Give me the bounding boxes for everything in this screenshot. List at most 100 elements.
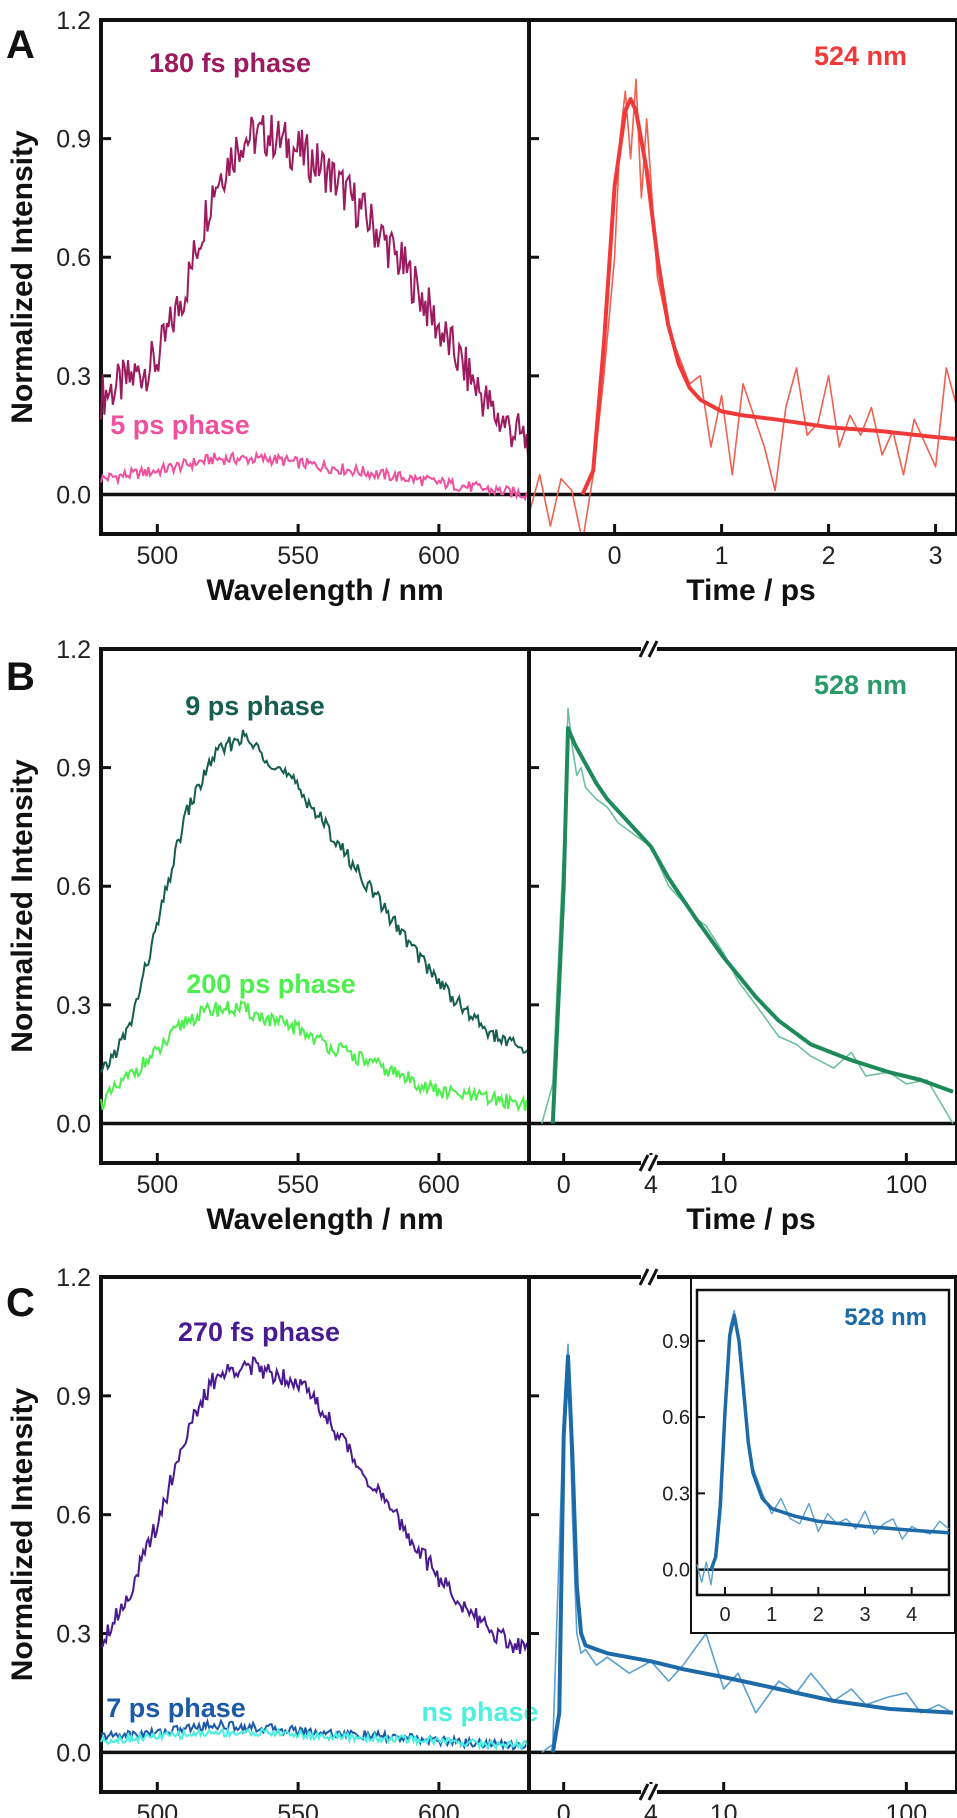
y-tick-label: 0.0 (56, 1739, 91, 1767)
y-axis-label: Normalized Intensity (6, 1387, 39, 1681)
panel-B-spectrum (99, 647, 531, 1165)
panel-C-kinetics (527, 1268, 957, 1801)
wavelength-label: 524 nm (814, 41, 907, 71)
series-line (100, 999, 530, 1113)
x-tick-label: 550 (277, 1800, 319, 1818)
inset-fit-curve (709, 1313, 950, 1571)
series-label: 200 ps phase (186, 969, 356, 999)
x-tick-label: 550 (277, 1171, 319, 1199)
axis-break-mark (647, 1154, 659, 1172)
panel-C-spectrum (99, 1275, 531, 1794)
y-tick-label: 1.2 (56, 7, 91, 35)
x-tick-label: 0 (557, 1171, 571, 1199)
inset-x-tick-label: 0 (719, 1604, 730, 1626)
x-tick-label: 500 (136, 1800, 178, 1818)
y-tick-label: 0.3 (56, 992, 91, 1020)
y-tick-label: 0.9 (56, 755, 91, 783)
x-axis-label: Time / ps (686, 1203, 816, 1236)
x-tick-label: 600 (418, 1171, 460, 1199)
series-line (100, 1717, 530, 1752)
x-tick-label: 500 (136, 1171, 178, 1199)
panel-A-spectrum (99, 18, 531, 536)
plot-frame (99, 647, 531, 1165)
x-tick-label: 500 (136, 542, 178, 570)
panel-letter: B (6, 655, 35, 699)
series-label: ns phase (421, 1697, 538, 1727)
y-tick-label: 0.6 (56, 873, 91, 901)
inset-x-tick-label: 4 (906, 1604, 917, 1626)
y-tick-label: 0.6 (56, 1502, 91, 1530)
series-line (100, 1356, 529, 1655)
axis-break-mark (638, 640, 650, 658)
inset-y-tick-label: 0.9 (662, 1331, 690, 1353)
plot-frame (527, 647, 957, 1165)
inset-x-tick-label: 2 (813, 1604, 824, 1626)
inset-x-tick-label: 3 (859, 1604, 870, 1626)
x-tick-label: 600 (418, 1800, 460, 1818)
x-tick-label: 2 (822, 542, 836, 570)
inset-y-tick-label: 0.0 (662, 1560, 690, 1582)
x-tick-label: 0 (557, 1800, 571, 1818)
plot-frame (99, 18, 531, 536)
axis-break-mark (638, 1783, 650, 1801)
panel-letter: A (6, 23, 35, 67)
x-tick-label: 4 (644, 1171, 658, 1199)
series-label: 9 ps phase (185, 691, 325, 721)
y-tick-label: 0.0 (56, 1110, 91, 1138)
y-tick-label: 0.3 (56, 1621, 91, 1649)
y-tick-label: 0.0 (56, 481, 91, 509)
series-line (100, 729, 529, 1073)
x-axis-label: Time / ps (686, 574, 816, 607)
series-line (100, 1725, 529, 1751)
panel-letter: C (6, 1281, 35, 1325)
inset-frame (695, 1288, 951, 1597)
y-tick-label: 0.9 (56, 1383, 91, 1411)
data-trace (541, 707, 954, 1124)
x-axis-label: Wavelength / nm (206, 1203, 443, 1236)
series-line (100, 115, 530, 465)
axis-break-mark (647, 1268, 659, 1286)
y-axis-label: Normalized Intensity (6, 759, 39, 1053)
x-tick-label: 100 (886, 1171, 928, 1199)
x-tick-label: 100 (886, 1800, 928, 1818)
y-axis-label: Normalized Intensity (6, 130, 39, 424)
axis-break-mark (647, 1783, 659, 1801)
fit-curve (580, 97, 955, 496)
x-tick-label: 1 (715, 542, 729, 570)
panel-B-kinetics (527, 640, 957, 1172)
inset-y-tick-label: 0.3 (662, 1483, 690, 1505)
series-label: 7 ps phase (106, 1693, 246, 1723)
plot-frame (527, 18, 957, 536)
x-tick-label: 3 (929, 542, 943, 570)
y-tick-label: 1.2 (56, 636, 91, 664)
fit-curve (550, 1354, 954, 1753)
fit-curve (550, 726, 954, 1124)
panel-C-inset (690, 1277, 956, 1634)
y-tick-label: 0.3 (56, 363, 91, 391)
panel-A-kinetics (527, 18, 957, 536)
inset-frame-outer (690, 1277, 956, 1634)
x-tick-label: 0 (608, 542, 622, 570)
data-trace (531, 78, 955, 532)
series-line (100, 450, 530, 502)
inset-y-tick-label: 0.6 (662, 1407, 690, 1429)
axis-break-mark (647, 640, 659, 658)
wavelength-label: 528 nm (814, 670, 907, 700)
x-tick-label: 10 (710, 1171, 738, 1199)
inset-x-tick-label: 1 (766, 1604, 777, 1626)
x-axis-label: Wavelength / nm (206, 574, 443, 607)
y-tick-label: 1.2 (56, 1264, 91, 1292)
y-tick-label: 0.6 (56, 244, 91, 272)
x-tick-label: 550 (277, 542, 319, 570)
axis-break-mark (638, 1268, 650, 1286)
y-tick-label: 0.9 (56, 126, 91, 154)
x-tick-label: 4 (644, 1800, 658, 1818)
series-label: 270 fs phase (178, 1317, 340, 1347)
series-label: 5 ps phase (110, 410, 250, 440)
axis-break-mark (638, 1154, 650, 1172)
inset-wavelength-label: 528 nm (844, 1304, 927, 1331)
x-tick-label: 600 (418, 542, 460, 570)
series-label: 180 fs phase (149, 48, 311, 78)
x-tick-label: 10 (710, 1800, 738, 1818)
